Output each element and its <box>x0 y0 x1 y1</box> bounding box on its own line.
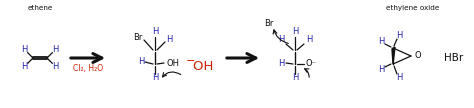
Text: H: H <box>378 64 384 74</box>
Text: OH: OH <box>166 59 180 68</box>
Text: H: H <box>378 37 384 47</box>
Text: H: H <box>306 36 312 44</box>
Text: H: H <box>396 32 402 40</box>
Polygon shape <box>392 47 395 64</box>
Text: H: H <box>278 59 284 68</box>
Text: H: H <box>138 57 144 67</box>
Text: Br: Br <box>264 20 273 29</box>
Text: Cl₂, H₂O: Cl₂, H₂O <box>73 64 103 74</box>
Text: H: H <box>292 28 298 37</box>
Text: O⁻: O⁻ <box>306 59 317 68</box>
Text: H: H <box>21 62 28 71</box>
Text: H: H <box>52 45 59 54</box>
Text: ̅OH: ̅OH <box>194 60 214 72</box>
Text: ethylene oxide: ethylene oxide <box>386 5 440 11</box>
Text: H: H <box>152 74 158 83</box>
Text: HBr: HBr <box>444 53 464 63</box>
Text: ethene: ethene <box>27 5 53 11</box>
Text: H: H <box>152 28 158 37</box>
Text: H: H <box>166 36 172 44</box>
Text: H: H <box>396 74 402 83</box>
Text: Br: Br <box>133 33 143 43</box>
Text: H: H <box>52 62 59 71</box>
Text: H: H <box>278 36 284 44</box>
Text: H: H <box>21 45 28 54</box>
Text: H: H <box>292 74 298 83</box>
Text: O: O <box>415 52 421 60</box>
